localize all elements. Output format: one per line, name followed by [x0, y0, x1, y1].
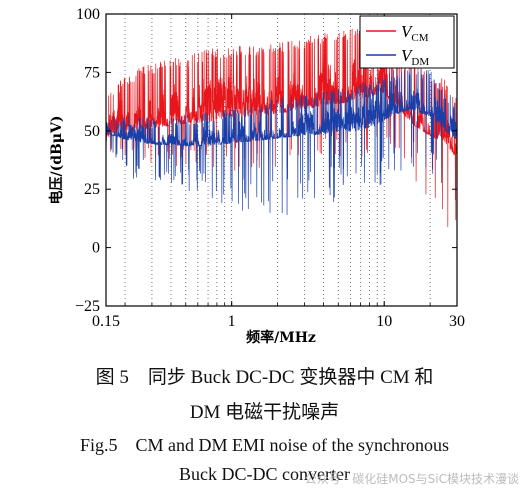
y-tick-label: 75 [84, 64, 100, 81]
x-axis-label: 频率/MHz [246, 329, 316, 346]
legend-box [359, 15, 455, 69]
caption-en-line-1: Fig.5 CM and DM EMI noise of the synchro… [80, 435, 449, 455]
caption-cn-line-2: DM 电磁干扰噪声 [189, 402, 340, 423]
legend-label-cm: VCM [401, 22, 429, 44]
series-layer [106, 23, 457, 228]
y-tick-label: −25 [75, 298, 100, 315]
y-tick-label: 25 [84, 181, 100, 198]
caption-en-line-2: Buck DC-DC converter [179, 464, 350, 484]
y-tick-label: 100 [76, 6, 100, 23]
watermark: 公众号 · 碳化硅MOS与SiC模块技术漫谈 [304, 472, 519, 486]
legend-label-dm: VDM [401, 46, 429, 68]
y-tick-label: 0 [92, 240, 100, 257]
x-tick-label: 30 [449, 313, 465, 330]
x-tick-label: 0.15 [92, 313, 120, 330]
legend: VCM VDM [359, 15, 455, 69]
series-line-dm [106, 64, 457, 216]
caption-cn-line-1: 图 5 同步 Buck DC-DC 变换器中 CM 和 [95, 367, 434, 388]
x-tick-label: 10 [376, 313, 392, 330]
series-line-cm [106, 23, 457, 228]
plot-frame [105, 13, 458, 307]
x-tick-label: 1 [228, 313, 236, 330]
y-tick-label: 50 [84, 123, 100, 140]
ticks: 0.15 1 10 30 −25 0 25 50 75 100 [75, 6, 465, 330]
y-axis-label: 电压/(dBμV) [48, 115, 65, 204]
